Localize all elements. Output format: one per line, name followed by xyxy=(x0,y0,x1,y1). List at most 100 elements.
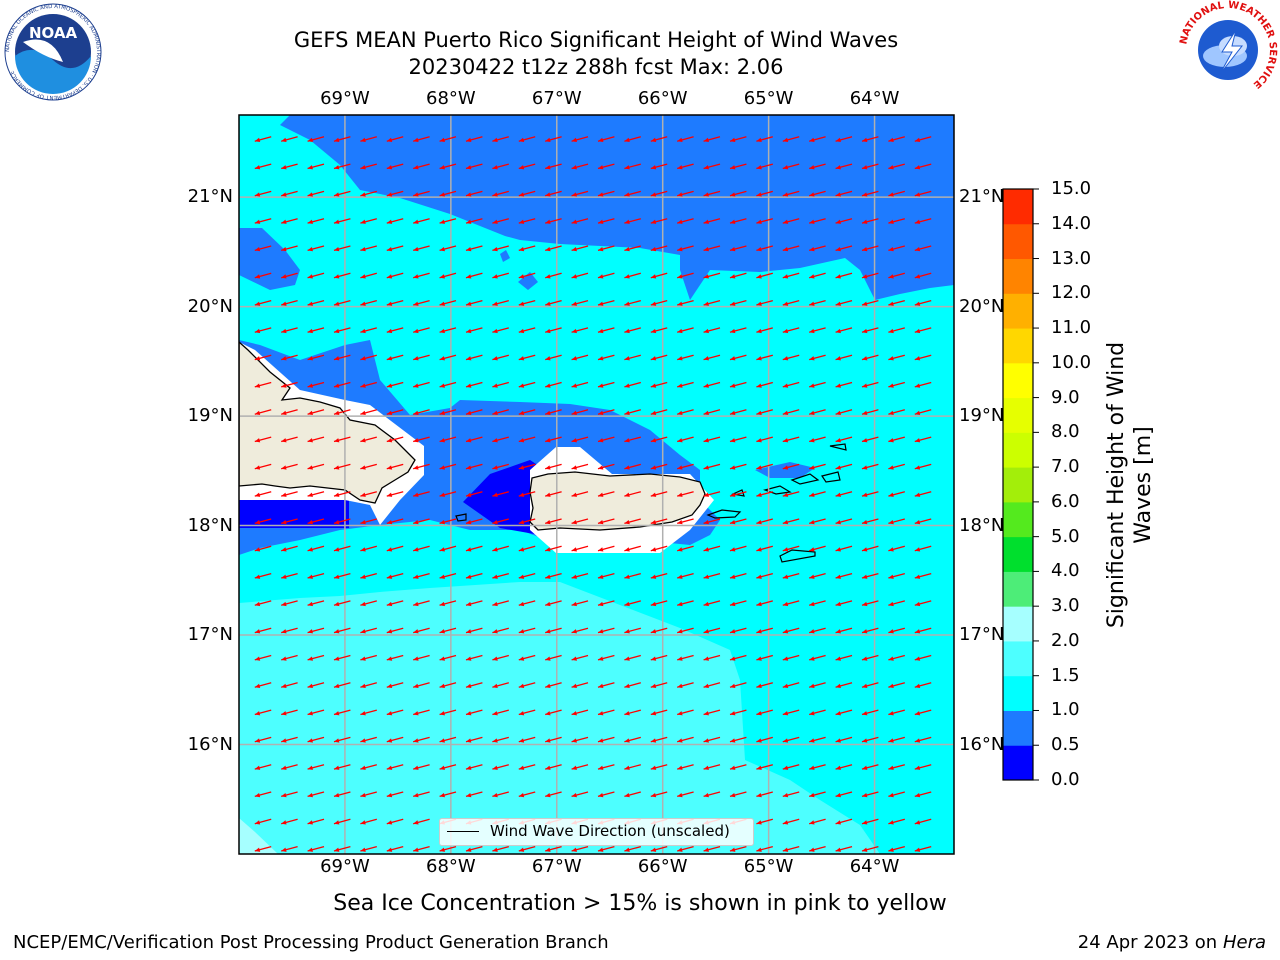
wave-arrow xyxy=(307,409,325,416)
wave-arrow xyxy=(492,600,509,607)
wave-arrow xyxy=(703,190,721,197)
wave-arrow xyxy=(914,299,932,306)
wave-arrow xyxy=(624,600,641,607)
colorbar-tick-label-2: 1.0 xyxy=(1051,699,1080,721)
wave-arrow xyxy=(518,381,536,388)
wave-arrow xyxy=(386,163,404,170)
wave-arrow xyxy=(888,572,905,579)
wave-arrow xyxy=(703,572,721,579)
lon-label-top-4: 65°W xyxy=(743,88,794,109)
wave-arrow xyxy=(597,463,615,470)
wave-arrow xyxy=(650,491,668,497)
wave-arrow xyxy=(413,627,430,634)
wave-arrow xyxy=(281,845,298,852)
wave-arrow xyxy=(650,518,668,525)
wave-arrow xyxy=(254,818,272,825)
lon-label-bottom-4: 65°W xyxy=(743,856,794,877)
wave-arrow xyxy=(333,654,351,661)
wave-arrow xyxy=(729,682,747,689)
wave-arrow xyxy=(518,572,536,579)
wave-arrow xyxy=(597,190,615,197)
wave-arrow xyxy=(518,600,536,607)
wave-arrow xyxy=(333,163,351,170)
wave-arrow xyxy=(307,627,325,634)
wave-arrow xyxy=(809,518,826,525)
wave-arrow xyxy=(729,545,747,552)
wave-arrow xyxy=(439,354,457,361)
wave-arrow xyxy=(861,381,879,388)
wave-arrow xyxy=(439,491,457,497)
wave-arrow xyxy=(756,299,773,306)
wave-arrow xyxy=(756,736,773,743)
wave-arrow xyxy=(835,845,853,852)
wave-arrow xyxy=(492,190,509,197)
colorbar-tick-label-16: 14.0 xyxy=(1051,212,1092,234)
wave-arrow xyxy=(782,491,800,497)
colorbar-tick-label-15: 13.0 xyxy=(1051,247,1092,269)
wave-arrow xyxy=(413,572,430,579)
wave-arrow xyxy=(465,682,483,689)
wave-arrow xyxy=(254,654,272,661)
wave-arrow xyxy=(307,463,325,470)
wave-arrow xyxy=(782,736,800,743)
wave-arrow xyxy=(756,436,773,443)
wave-arrow xyxy=(677,709,694,716)
colorbar-segment-11 xyxy=(1003,362,1033,399)
wave-arrow xyxy=(413,545,430,552)
wave-arrow xyxy=(809,845,826,852)
wave-arrow xyxy=(333,354,351,361)
wave-arrow xyxy=(492,709,509,716)
wave-arrow xyxy=(518,409,536,416)
wave-arrow xyxy=(492,572,509,579)
wave-arrow xyxy=(254,163,272,170)
wave-arrow xyxy=(307,299,325,306)
wave-arrow xyxy=(413,463,430,470)
wave-arrow xyxy=(465,545,483,552)
wave-band-0.5-1.0-east xyxy=(755,462,815,478)
wave-arrow xyxy=(703,299,721,306)
wave-arrow xyxy=(782,272,800,279)
wave-arrow xyxy=(624,136,641,143)
wave-arrow xyxy=(809,245,826,252)
wave-arrow xyxy=(703,600,721,607)
wave-arrow xyxy=(809,654,826,661)
wave-arrow xyxy=(729,409,747,416)
wave-arrow xyxy=(439,518,457,525)
wave-arrow xyxy=(413,409,430,416)
wave-arrow xyxy=(650,190,668,197)
wave-arrow xyxy=(545,163,562,170)
wave-arrow xyxy=(571,327,589,334)
wave-arrow xyxy=(914,163,932,170)
wave-arrow xyxy=(677,654,694,661)
wave-arrow xyxy=(914,272,932,279)
lat-label-left-5: 16°N xyxy=(187,733,233,755)
wave-arrow xyxy=(439,381,457,388)
wave-arrow xyxy=(729,654,747,661)
wave-arrow xyxy=(518,627,536,634)
wave-arrow xyxy=(333,791,351,798)
wave-arrow xyxy=(756,136,773,143)
wave-arrow xyxy=(809,627,826,634)
wave-arrow xyxy=(492,354,509,361)
wave-arrow xyxy=(703,327,721,334)
wave-arrow xyxy=(624,436,641,443)
wave-arrow xyxy=(677,572,694,579)
lat-label-right-1: 20°N xyxy=(959,295,1005,317)
wave-arrow xyxy=(360,463,377,470)
colorbar-tick-label-7: 5.0 xyxy=(1051,525,1080,547)
wave-arrow xyxy=(307,327,325,334)
wave-arrow xyxy=(386,190,404,197)
wave-arrow xyxy=(650,600,668,607)
wave-arrow xyxy=(465,709,483,716)
wave-arrow xyxy=(360,791,377,798)
wave-arrow xyxy=(888,436,905,443)
wave-arrow xyxy=(465,409,483,416)
wave-arrow xyxy=(624,218,641,224)
wave-arrow xyxy=(439,136,457,143)
wave-arrow xyxy=(809,736,826,743)
wave-arrow xyxy=(888,245,905,252)
wave-arrow xyxy=(413,491,430,497)
wave-arrow xyxy=(307,190,325,197)
wave-arrow xyxy=(597,709,615,716)
wave-arrow xyxy=(888,218,905,224)
